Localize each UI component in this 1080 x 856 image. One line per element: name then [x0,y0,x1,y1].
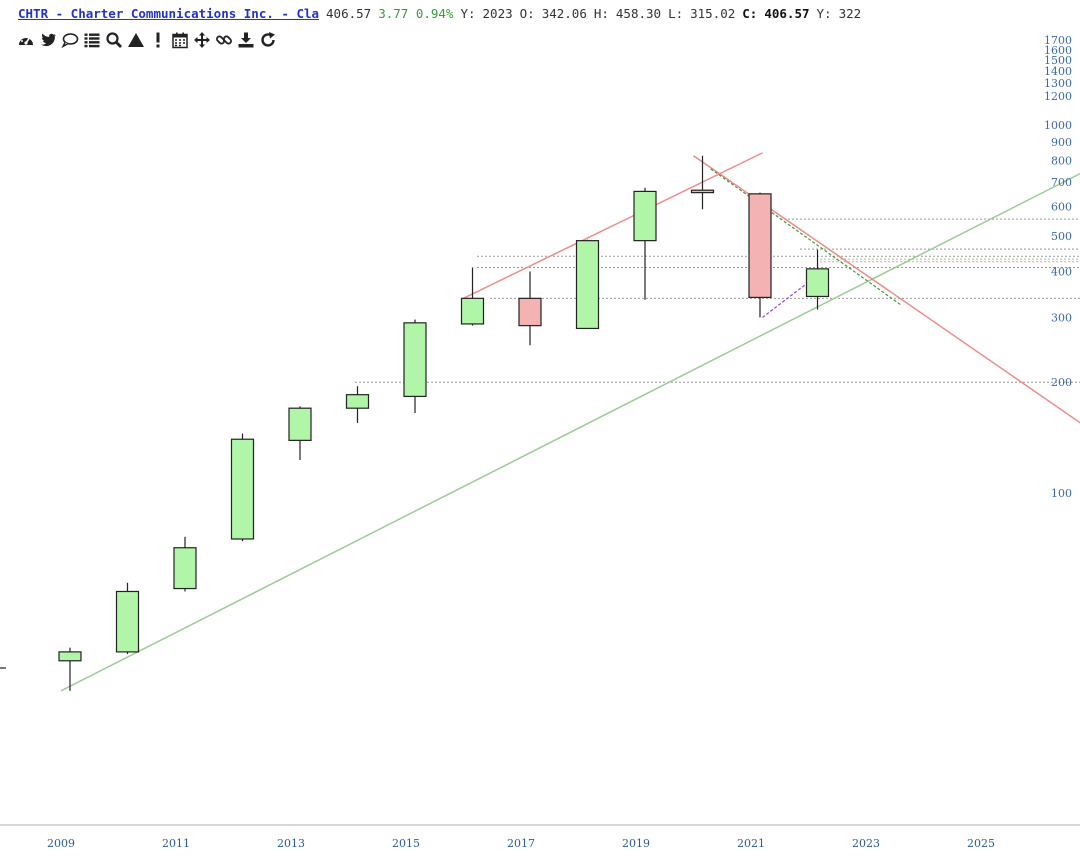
candle-body [690,189,715,194]
y-tick-label: 300 [1051,311,1072,324]
candle-body [230,438,255,540]
y-tick-label: 100 [1051,487,1072,500]
trendline [60,172,1080,692]
candle-2018 [575,239,600,330]
trendline [463,152,763,300]
y-tick-label: 600 [1051,201,1072,214]
candle-body [518,297,542,327]
dashboard-icon[interactable] [16,30,36,50]
y-tick-label: 1700 [1044,34,1072,47]
x-tick-label: 2013 [277,837,305,850]
exclamation-icon[interactable] [148,30,168,50]
x-tick-label: 2021 [737,837,765,850]
x-tick-label: 2019 [622,837,650,850]
comment-icon[interactable] [60,30,80,50]
candle-2021 [748,192,772,318]
open-value: 342.06 [541,6,587,21]
year-label: Y: [460,6,476,21]
candles [58,155,830,691]
y-tick-label: 900 [1051,136,1072,149]
high-label: H: [593,6,609,21]
move-icon[interactable] [192,30,212,50]
y-tick-label: 700 [1051,176,1072,189]
y-tick-label: 1500 [1044,54,1072,67]
x-tick-label: 2023 [852,837,880,850]
y-tick-label: 1400 [1044,65,1072,78]
x-tick-label: 2009 [47,837,75,850]
candle-2012 [230,433,255,542]
candle-2022 [805,249,830,310]
close-label: C: [742,6,758,21]
y-tick-label: 1300 [1044,77,1072,90]
open-label: O: [519,6,535,21]
y-tick-label: 1200 [1044,90,1072,103]
refresh-icon[interactable] [258,30,278,50]
price-change: 3.77 0.94% [378,6,454,21]
y-tick-label: 1000 [1044,119,1072,132]
trendlines [60,152,1080,692]
candle-body [575,240,600,330]
y-tick-label: 500 [1051,230,1072,243]
candle-body [115,590,140,653]
candle-body [58,651,82,662]
download-icon[interactable] [236,30,256,50]
low-label: L: [668,6,684,21]
year2-value: 322 [838,6,862,21]
candle-2013 [288,406,312,460]
search-icon[interactable] [104,30,124,50]
high-value: 458.30 [615,6,662,21]
calendar-icon[interactable] [170,30,190,50]
candle-2014 [345,386,370,423]
quote-header: CHTR - Charter Communications Inc. - Cla… [18,6,868,24]
candle-body [403,322,427,398]
list-icon[interactable] [82,30,102,50]
candle-body [460,297,485,325]
candle-2011 [173,536,197,592]
candle-2020 [690,155,715,210]
y-tick-label: 200 [1051,376,1072,389]
last-price: 406.57 [326,6,372,21]
candle-body [345,394,370,409]
trendline [710,168,901,306]
candle-body [173,547,197,590]
x-tick-label: 2011 [162,837,190,850]
candle-2019 [633,187,657,300]
y-tick-label: 1600 [1044,44,1072,57]
y-tick-label: 400 [1051,265,1072,278]
x-tick-label: 2017 [507,837,535,850]
close-value: 406.57 [764,6,810,21]
x-tick-label: 2015 [392,837,420,850]
candle-body [748,193,772,299]
x-tick-label: 2025 [967,837,995,850]
twitter-icon[interactable] [38,30,58,50]
year2-label: Y: [816,6,832,21]
candle-body [805,268,830,298]
candle-body [633,190,657,242]
candle-2017 [518,271,542,346]
candle-2015 [403,319,427,413]
candle-2016 [460,267,485,326]
y-tick-label: 800 [1051,155,1072,168]
candle-2009 [58,647,82,691]
x-axis: 2009 2011 2013 2015 2017 2019 2021 2023 2025 [47,837,995,850]
triangle-icon[interactable] [126,30,146,50]
year-value: 2023 [482,6,513,21]
candle-2010 [115,582,140,655]
ticker-link[interactable]: CHTR - Charter Communications Inc. - Cla [18,6,320,21]
candle-body [288,407,312,441]
chart-toolbar [16,30,278,52]
low-value: 315.02 [690,6,736,21]
link-icon[interactable] [214,30,234,50]
